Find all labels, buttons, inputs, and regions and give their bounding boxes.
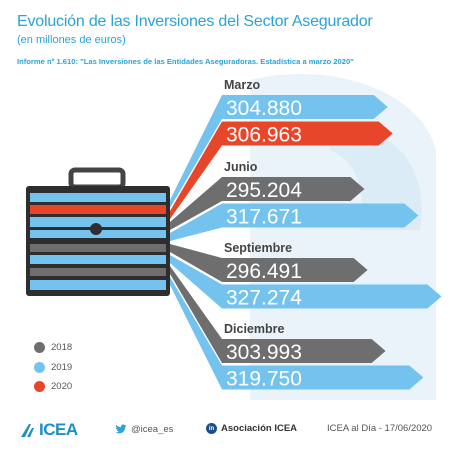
period-label-septiembre: Septiembre (224, 241, 293, 255)
briefcase-stripe (30, 268, 166, 276)
legend-swatch-2019 (34, 361, 45, 373)
legend-label-2019: 2019 (51, 361, 73, 373)
data-label: 303.993 (226, 341, 302, 364)
data-label: 296.491 (226, 260, 302, 283)
footer-credit: ICEA al Día - 17/06/2020 (327, 423, 432, 434)
briefcase-stripe (30, 244, 166, 252)
chart-subtitle: (en millones de euros) (17, 34, 126, 46)
briefcase-handle (68, 167, 126, 190)
connector (170, 244, 222, 282)
footer-credit-text: ICEA al Día - 17/06/2020 (327, 423, 433, 434)
icea-logo-mark-icon (21, 424, 34, 437)
data-label: 295.204 (226, 179, 302, 202)
connector (170, 177, 222, 230)
data-label: 317.671 (226, 206, 302, 229)
briefcase-stripe (30, 255, 166, 264)
legend-label-2020: 2020 (51, 381, 73, 393)
legend-swatch-2018 (34, 342, 45, 354)
connector (170, 266, 222, 363)
briefcase-icon (26, 167, 170, 296)
data-label: 306.963 (226, 124, 302, 147)
source-note: Informe nº 1.610: "Las Inversiones de la… (17, 57, 354, 66)
legend-item-2019: 2019 (34, 358, 72, 378)
linkedin-icon: in (206, 423, 217, 434)
data-label: 304.880 (226, 97, 302, 120)
bar-2019-diciembre (222, 365, 424, 390)
connector (170, 277, 222, 390)
legend: 2018 2019 2020 (34, 338, 72, 397)
linkedin-name: Asociación ICEA (221, 423, 298, 434)
briefcase-stripe (30, 205, 166, 214)
bar-2020-marzo (222, 121, 393, 146)
bar-2018-septiembre (222, 258, 368, 282)
connector (170, 255, 222, 309)
period-label-marzo: Marzo (224, 78, 261, 92)
briefcase-stripe (30, 280, 166, 290)
chart-title: Evolución de las Inversiones del Sector … (17, 13, 373, 30)
footer-linkedin-link[interactable]: in Asociación ICEA (206, 423, 297, 434)
bar-2018-diciembre (222, 339, 386, 363)
connector (170, 121, 222, 219)
legend-swatch-2020 (34, 381, 45, 393)
briefcase-lock (90, 223, 102, 235)
bar-2019-junio (222, 203, 419, 228)
bars-group: 304.880 306.963 295.204 317.671 296.491 327.2… (222, 95, 442, 391)
data-label: 327.274 (226, 287, 302, 310)
legend-item-2020: 2020 (34, 377, 72, 397)
legend-item-2018: 2018 (34, 338, 72, 358)
footer-logo[interactable]: ICEA (19, 420, 78, 440)
connector (170, 95, 222, 208)
connector (170, 203, 222, 241)
footer-twitter-link[interactable]: @icea_es (115, 423, 173, 435)
bar-2019-marzo (222, 95, 388, 119)
briefcase-stripe (30, 193, 166, 202)
icea-logo-text: ICEA (39, 420, 78, 439)
twitter-icon (115, 424, 127, 434)
period-label-junio: Junio (224, 160, 258, 174)
briefcase-stripe (30, 217, 166, 227)
data-label: 319.750 (226, 368, 302, 391)
bar-2018-junio (222, 177, 365, 201)
twitter-handle: @icea_es (131, 423, 174, 435)
period-label-diciembre: Diciembre (224, 322, 285, 336)
connector-fan (170, 95, 222, 390)
briefcase-body (26, 186, 170, 296)
bar-2019-septiembre (222, 284, 442, 309)
legend-label-2018: 2018 (51, 342, 73, 354)
